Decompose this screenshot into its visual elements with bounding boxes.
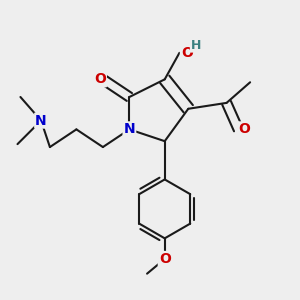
- Text: O: O: [94, 72, 106, 86]
- Text: H: H: [190, 39, 201, 52]
- Text: O: O: [159, 252, 171, 266]
- Text: N: N: [124, 122, 135, 136]
- Text: N: N: [35, 114, 47, 128]
- Text: O: O: [181, 46, 193, 60]
- Text: O: O: [238, 122, 250, 136]
